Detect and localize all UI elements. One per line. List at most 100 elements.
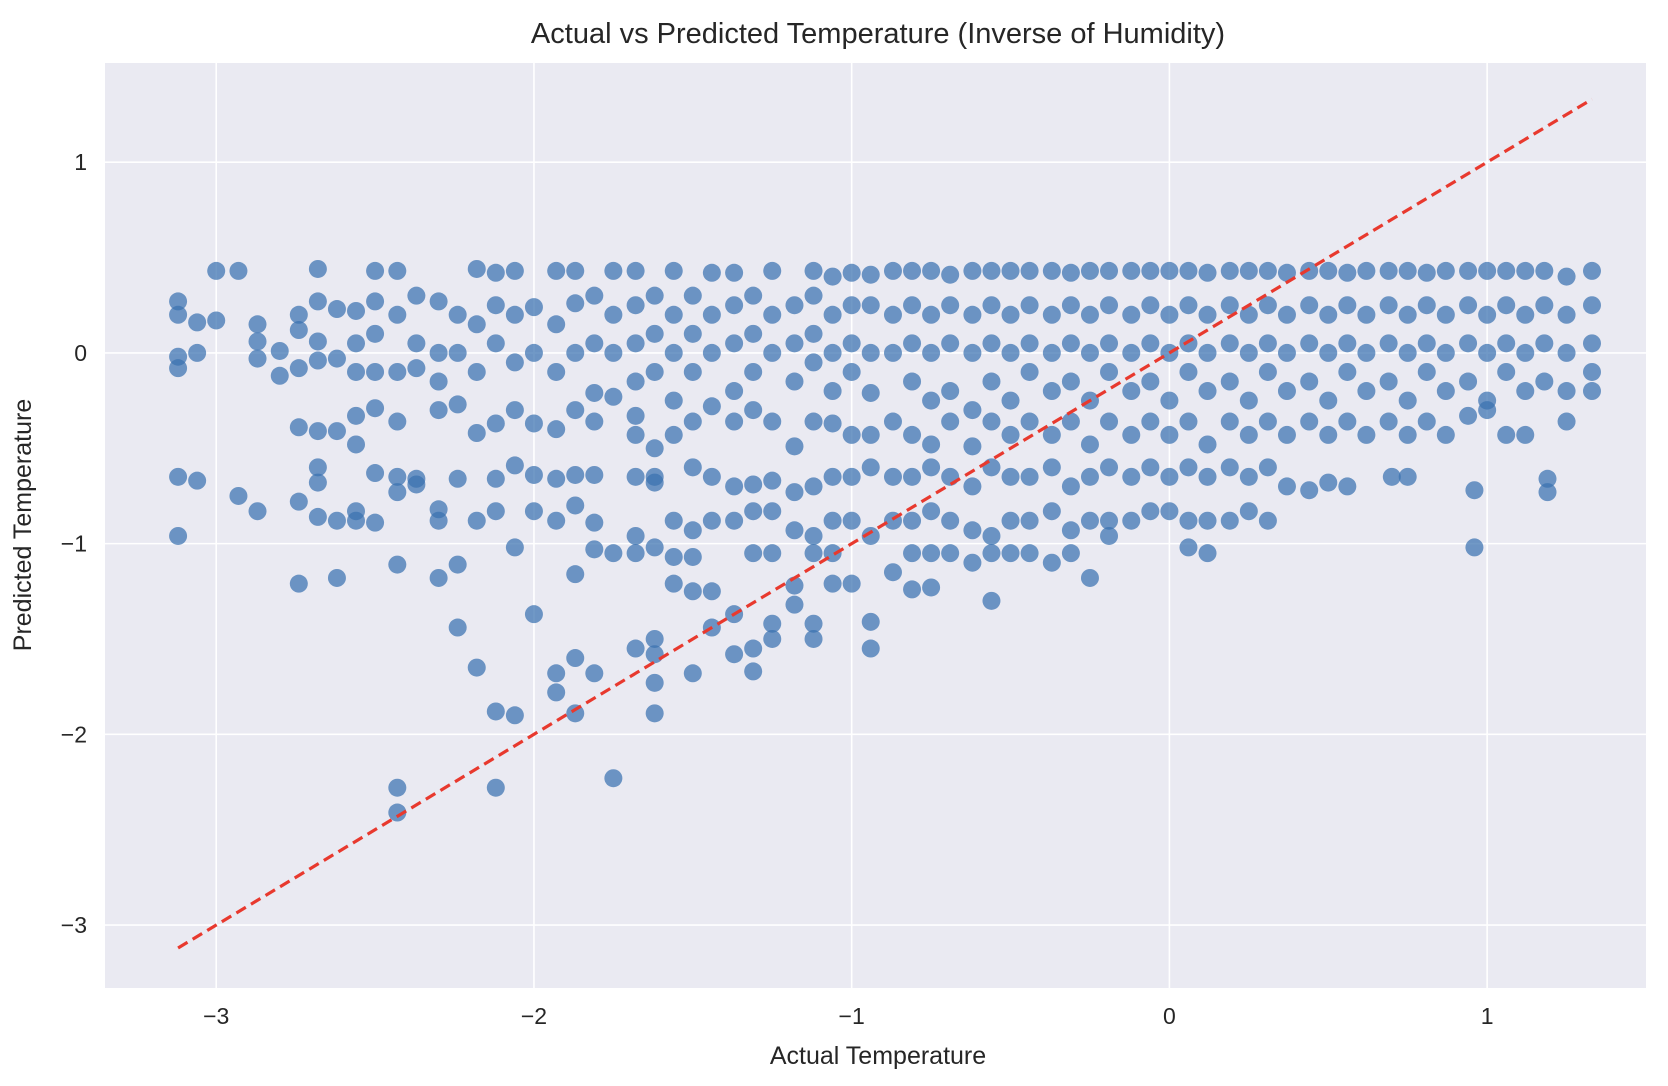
scatter-point <box>188 313 207 332</box>
y-tick-label: −3 <box>61 912 87 938</box>
scatter-point <box>1020 362 1039 381</box>
scatter-point <box>347 362 366 381</box>
scatter-point <box>744 362 763 381</box>
scatter-point <box>645 645 664 664</box>
scatter-point <box>804 412 823 431</box>
scatter-point <box>486 702 505 721</box>
scatter-point <box>505 456 524 475</box>
scatter-point <box>585 540 604 559</box>
scatter-point <box>702 343 721 362</box>
scatter-point <box>903 261 922 280</box>
scatter-point <box>941 511 960 530</box>
scatter-point <box>883 412 902 431</box>
scatter-point <box>1459 372 1478 391</box>
scatter-point <box>1357 343 1376 362</box>
scatter-point <box>388 467 407 486</box>
scatter-point <box>1557 305 1576 324</box>
scatter-point <box>823 511 842 530</box>
scatter-point <box>1319 261 1338 280</box>
scatter-point <box>347 301 366 320</box>
scatter-point <box>585 383 604 402</box>
scatter-point <box>903 296 922 315</box>
scatter-point <box>963 261 982 280</box>
scatter-point <box>963 553 982 572</box>
scatter-point <box>804 614 823 633</box>
scatter-point <box>347 435 366 454</box>
scatter-point <box>1122 261 1141 280</box>
scatter-point <box>1398 391 1417 410</box>
x-tick-label: −3 <box>203 1003 229 1029</box>
scatter-point <box>248 349 267 368</box>
scatter-point <box>585 513 604 532</box>
scatter-point <box>963 401 982 420</box>
scatter-point <box>763 261 782 280</box>
scatter-point <box>1080 511 1099 530</box>
scatter-point <box>188 343 207 362</box>
scatter-point <box>982 458 1001 477</box>
scatter-point <box>505 305 524 324</box>
scatter-point <box>467 362 486 381</box>
scatter-point <box>1042 502 1061 521</box>
scatter-point <box>1080 435 1099 454</box>
scatter-point <box>744 639 763 658</box>
scatter-point <box>744 324 763 343</box>
scatter-point <box>566 294 585 313</box>
scatter-point <box>922 305 941 324</box>
scatter-point <box>585 412 604 431</box>
scatter-point <box>903 580 922 599</box>
scatter-point <box>1160 391 1179 410</box>
scatter-point <box>1122 467 1141 486</box>
chart-title: Actual vs Predicted Temperature (Inverse… <box>531 18 1225 50</box>
scatter-point <box>1398 261 1417 280</box>
scatter-point <box>982 334 1001 353</box>
scatter-point <box>1338 477 1357 496</box>
scatter-point <box>1198 467 1217 486</box>
scatter-point <box>448 343 467 362</box>
scatter-point <box>1459 296 1478 315</box>
scatter-point <box>1179 458 1198 477</box>
scatter-point <box>1379 261 1398 280</box>
scatter-point <box>683 362 702 381</box>
scatter-point <box>1277 305 1296 324</box>
scatter-point <box>388 261 407 280</box>
scatter-point <box>823 305 842 324</box>
scatter-point <box>626 372 645 391</box>
scatter-point <box>1398 467 1417 486</box>
scatter-point <box>1300 296 1319 315</box>
scatter-point <box>169 467 188 486</box>
scatter-point <box>626 261 645 280</box>
scatter-point <box>1001 261 1020 280</box>
scatter-point <box>842 467 861 486</box>
scatter-point <box>1417 296 1436 315</box>
scatter-point <box>1478 343 1497 362</box>
scatter-point <box>1459 406 1478 425</box>
scatter-point <box>467 424 486 442</box>
scatter-point <box>604 387 623 406</box>
scatter-point <box>388 305 407 324</box>
scatter-point <box>169 292 188 311</box>
scatter-point <box>566 401 585 420</box>
scatter-point <box>566 565 585 584</box>
scatter-point <box>388 483 407 502</box>
scatter-point <box>366 292 385 311</box>
scatter-point <box>725 382 744 401</box>
scatter-point <box>903 467 922 486</box>
scatter-point <box>169 359 188 378</box>
scatter-point <box>327 511 346 530</box>
scatter-point <box>823 414 842 433</box>
scatter-point <box>861 458 880 477</box>
scatter-point <box>505 706 524 725</box>
scatter-point <box>547 362 566 381</box>
scatter-point <box>1061 412 1080 431</box>
scatter-point <box>1557 382 1576 401</box>
scatter-point <box>366 399 385 418</box>
scatter-point <box>842 425 861 444</box>
scatter-point <box>1141 296 1160 315</box>
scatter-point <box>429 568 448 587</box>
scatter-point <box>388 412 407 431</box>
scatter-point <box>1160 305 1179 324</box>
scatter-point <box>1020 544 1039 563</box>
scatter-point <box>842 334 861 353</box>
scatter-point <box>1080 568 1099 587</box>
